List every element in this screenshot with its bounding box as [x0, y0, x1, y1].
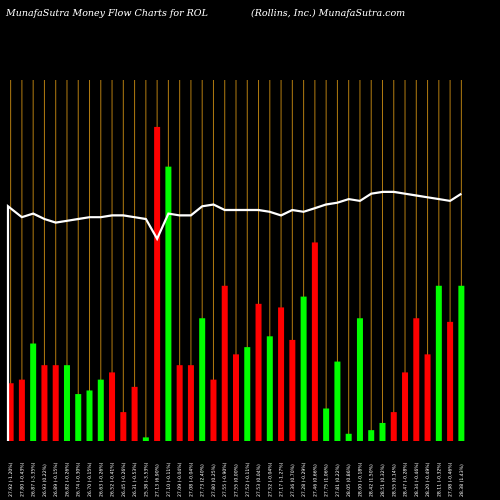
x-tick-label: 27.13 (6.90%) — [155, 464, 161, 497]
x-tick-labels: 27.92 (-1.20%) 27.80 (-0.43%) 26.87 (-3.35… — [8, 462, 465, 497]
money-flow-bar — [86, 390, 93, 441]
money-flow-bar — [334, 361, 341, 441]
money-flow-bar — [278, 307, 285, 441]
chart-title: MunafaSutra Money Flow Charts for ROL — [6, 8, 208, 19]
x-tick-label: 28.51 (0.32%) — [380, 464, 386, 497]
money-flow-bar — [435, 285, 442, 441]
money-flow-bar — [458, 285, 465, 441]
money-flow-bar — [221, 285, 228, 441]
money-flow-bar — [323, 408, 330, 441]
money-flow-bar — [424, 354, 431, 441]
money-flow-bar — [210, 379, 217, 441]
money-flow-bar — [379, 422, 386, 441]
bars-layer — [7, 126, 465, 442]
money-flow-bar — [233, 354, 239, 441]
x-tick-label: 28.55 (0.14%) — [391, 464, 397, 497]
x-tick-label: 28.38 (1.43%) — [459, 464, 465, 497]
x-tick-label: 26.74 (-0.30%) — [76, 462, 82, 497]
x-tick-label: 27.17 (-1.27%) — [279, 462, 285, 497]
money-flow-bar — [18, 379, 25, 441]
x-tick-label: 28.47 (-0.28%) — [403, 462, 409, 497]
x-tick-label: 28.00 (-0.18%) — [357, 462, 363, 497]
x-tick-label: 26.52 (-0.41%) — [110, 462, 116, 497]
money-flow-bar — [300, 296, 307, 441]
x-tick-label: 27.46 (0.66%) — [312, 464, 318, 497]
x-tick-label: 27.81 (0.22%) — [335, 464, 341, 497]
money-flow-bar — [187, 365, 194, 441]
money-flow-bar — [244, 347, 251, 441]
x-tick-label: 27.73 (2.40%) — [200, 464, 206, 497]
x-tick-label: 28.11 (-0.32%) — [436, 462, 442, 497]
money-flow-bar — [255, 303, 262, 441]
x-tick-label: 26.93 (0.22%) — [42, 464, 48, 497]
money-flow-bar — [413, 318, 420, 441]
x-tick-label: 26.87 (-3.35%) — [31, 462, 37, 497]
money-flow-bar — [345, 433, 352, 441]
money-flow-bar — [154, 126, 161, 442]
x-tick-label: 27.80 (0.25%) — [211, 464, 217, 497]
money-flow-bar — [266, 336, 273, 441]
x-tick-label: 28.05 (0.86%) — [346, 464, 352, 497]
x-tick-label: 26.31 (-0.53%) — [132, 462, 138, 497]
x-tick-label: 27.92 (-1.20%) — [8, 462, 14, 497]
x-tick-label: 26.63 (-0.26%) — [98, 462, 104, 497]
money-flow-bar — [165, 166, 172, 441]
money-flow-bar — [142, 437, 149, 441]
x-tick-label: 27.52 (-0.11%) — [245, 462, 251, 497]
x-tick-label: 27.28 (-0.29%) — [301, 462, 307, 497]
money-flow-bar — [289, 339, 296, 441]
x-tick-label: 28.20 (-0.49%) — [425, 462, 431, 497]
chart-subtitle: (Rollins, Inc.) MunafaSutra.com — [251, 8, 406, 19]
money-flow-bar — [41, 365, 48, 441]
x-tick-label: 27.55 (-0.90%) — [222, 462, 228, 497]
x-tick-label: 28.34 (-0.46%) — [414, 462, 420, 497]
money-flow-bar — [390, 412, 397, 441]
x-tick-label: 27.98 (-0.46%) — [448, 462, 454, 497]
x-tick-label: 26.89 (-0.15%) — [53, 462, 59, 497]
x-tick-label: 26.45 (-0.26%) — [121, 462, 127, 497]
money-flow-bar — [97, 379, 104, 441]
x-tick-label: 27.53 (0.04%) — [256, 464, 262, 497]
x-tick-label: 27.08 (-0.04%) — [188, 462, 194, 497]
money-flow-line — [6, 190, 462, 441]
x-tick-label: 27.55 (0.00%) — [234, 464, 240, 497]
x-tick-label: 25.38 (-3.53%) — [143, 462, 149, 497]
money-flow-bar — [75, 394, 82, 441]
money-flow-bar — [63, 365, 70, 441]
money-flow-bar — [356, 318, 363, 441]
x-tick-label: 27.80 (-0.43%) — [19, 462, 25, 497]
money-flow-bar — [447, 321, 454, 441]
x-tick-label: 27.09 (-0.04%) — [177, 462, 183, 497]
money-flow-bar — [52, 365, 59, 441]
money-flow-bar — [109, 372, 116, 441]
money-flow-bar — [131, 386, 138, 441]
x-tick-label: 27.36 (0.70%) — [290, 464, 296, 497]
x-tick-label: 27.10 (-0.11%) — [166, 462, 172, 497]
money-flow-bar — [30, 343, 37, 441]
money-flow-bar — [7, 383, 14, 441]
x-tick-label: 28.42 (1.50%) — [369, 464, 375, 497]
money-flow-bar — [402, 372, 409, 441]
money-flow-bar — [311, 242, 318, 441]
x-tick-label: 27.75 (1.06%) — [324, 464, 330, 497]
money-flow-bar — [120, 412, 127, 441]
money-flow-bar — [176, 365, 183, 441]
money-flow-bar — [368, 430, 375, 441]
money-flow-bar — [199, 318, 206, 441]
x-tick-label: 26.82 (-0.26%) — [64, 462, 70, 497]
x-tick-label: 26.70 (-0.15%) — [87, 462, 93, 497]
x-tick-label: 27.52 (-0.04%) — [267, 462, 273, 497]
